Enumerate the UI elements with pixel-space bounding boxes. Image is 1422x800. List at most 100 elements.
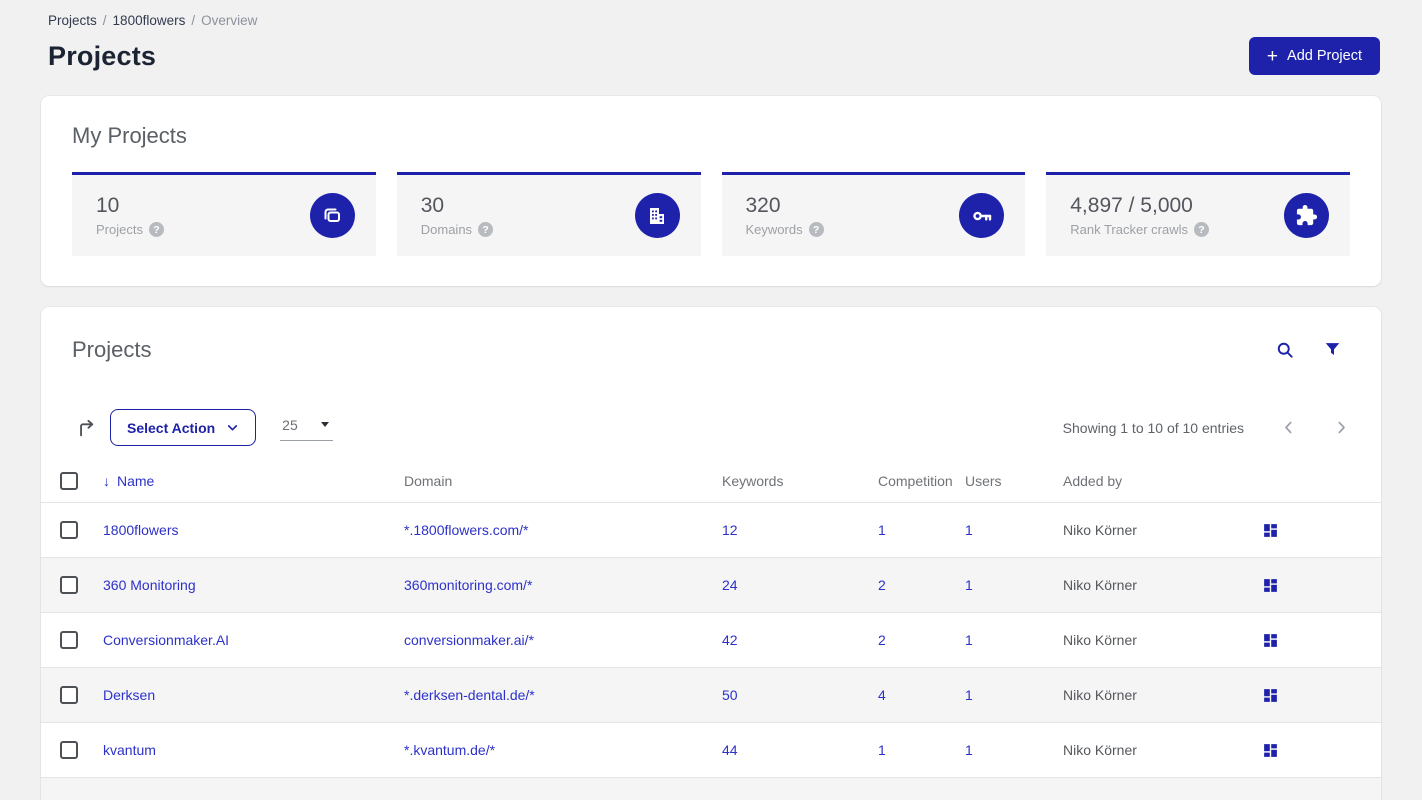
projects-count: 10 (96, 194, 120, 217)
dashboard-grid-icon[interactable] (1262, 522, 1381, 539)
breadcrumb-separator: / (102, 13, 107, 28)
column-header-keywords[interactable]: Keywords (722, 472, 784, 489)
projects-stack-icon (309, 193, 355, 238)
domains-count-label: Domains (420, 222, 473, 237)
breadcrumb: Projects / 1800flowers / Overview (48, 13, 1380, 28)
row-checkbox[interactable] (60, 521, 78, 539)
filter-icon[interactable] (1323, 340, 1342, 360)
key-icon (959, 193, 1005, 238)
stat-card-domains: 30 Domains ? (396, 172, 701, 256)
projects-table-panel: Projects Select Action (41, 307, 1381, 800)
stat-card-projects: 10 Projects ? (72, 172, 376, 256)
competition-count-link[interactable]: 2 (878, 632, 886, 648)
page-title: Projects (48, 40, 157, 71)
page-size-select[interactable]: 25 (280, 415, 334, 441)
keywords-count-link[interactable]: 50 (722, 687, 738, 703)
chevron-down-icon (228, 425, 238, 431)
keywords-count-label: Keywords (745, 222, 803, 237)
table-row: 1800flowers *.1800flowers.com/* 12 1 1 N… (41, 503, 1381, 558)
projects-count-label: Projects (96, 222, 143, 237)
add-project-label: Add Project (1287, 48, 1362, 64)
keywords-count-link[interactable]: 24 (722, 577, 738, 593)
breadcrumb-separator: / (191, 13, 196, 28)
add-project-button[interactable]: + Add Project (1248, 37, 1380, 75)
table-header-row: ↓ Name Domain Keywords Competition Users… (41, 459, 1381, 503)
next-page-icon[interactable] (1333, 419, 1350, 436)
select-action-label: Select Action (127, 419, 216, 436)
select-action-dropdown[interactable]: Select Action (110, 409, 257, 446)
stat-cards: 10 Projects ? 30 Domains ? (72, 172, 1350, 256)
breadcrumb-projects[interactable]: Projects (48, 13, 97, 28)
domains-count: 30 (420, 194, 445, 217)
column-header-added-by[interactable]: Added by (1063, 472, 1123, 489)
top-bar: Projects / 1800flowers / Overview Projec… (0, 0, 1422, 75)
users-count-link[interactable]: 1 (965, 522, 973, 538)
puzzle-icon (1284, 193, 1329, 238)
pagination-status: Showing 1 to 10 of 10 entries (1062, 419, 1244, 436)
previous-page-icon[interactable] (1280, 419, 1297, 436)
keywords-count-link[interactable]: 42 (722, 632, 738, 648)
keywords-count-link[interactable]: 44 (722, 742, 738, 758)
row-checkbox[interactable] (60, 686, 78, 704)
my-projects-panel: My Projects 10 Projects ? 30 Dom (41, 96, 1381, 286)
help-icon[interactable]: ? (808, 222, 824, 237)
help-icon[interactable]: ? (148, 222, 164, 237)
added-by-value: Niko Körner (1063, 632, 1137, 648)
dashboard-grid-icon[interactable] (1262, 577, 1381, 594)
breadcrumb-1800flowers[interactable]: 1800flowers (112, 13, 186, 28)
competition-count-link[interactable]: 4 (878, 687, 886, 703)
projects-table: ↓ Name Domain Keywords Competition Users… (41, 459, 1381, 800)
column-header-users[interactable]: Users (965, 472, 1002, 489)
caret-down-icon (321, 422, 330, 427)
dashboard-grid-icon[interactable] (1262, 632, 1381, 649)
added-by-value: Niko Körner (1063, 522, 1137, 538)
column-header-name[interactable]: ↓ Name (103, 472, 155, 489)
dashboard-grid-icon[interactable] (1262, 687, 1381, 704)
project-name-link[interactable]: Conversionmaker.AI (103, 632, 230, 648)
users-count-link[interactable]: 1 (965, 742, 973, 758)
project-domain-link[interactable]: *.derksen-dental.de/* (404, 687, 535, 703)
users-count-link[interactable]: 1 (965, 632, 973, 648)
page-size-value: 25 (282, 416, 298, 433)
project-domain-link[interactable]: 360monitoring.com/* (404, 577, 533, 593)
competition-count-link[interactable]: 2 (878, 577, 886, 593)
table-body: 1800flowers *.1800flowers.com/* 12 1 1 N… (41, 503, 1381, 800)
search-icon[interactable] (1275, 340, 1295, 360)
project-domain-link[interactable]: *.kvantum.de/* (404, 742, 496, 758)
competition-count-link[interactable]: 1 (878, 742, 886, 758)
project-domain-link[interactable]: conversionmaker.ai/* (404, 632, 534, 648)
dashboard-grid-icon[interactable] (1262, 742, 1381, 759)
stat-card-keywords: 320 Keywords ? (721, 172, 1026, 256)
users-count-link[interactable]: 1 (965, 577, 973, 593)
crawls-count: 4,897 / 5,000 (1070, 194, 1193, 217)
crawls-count-label: Rank Tracker crawls (1070, 222, 1188, 237)
help-icon[interactable]: ? (1194, 222, 1209, 237)
help-icon[interactable]: ? (478, 222, 494, 237)
my-projects-title: My Projects (72, 123, 187, 148)
users-count-link[interactable]: 1 (965, 687, 973, 703)
project-name-link[interactable]: Derksen (103, 687, 156, 703)
table-row: 360 Monitoring 360monitoring.com/* 24 2 … (41, 558, 1381, 613)
column-header-domain[interactable]: Domain (404, 472, 453, 489)
project-name-link[interactable]: kvantum (103, 742, 156, 758)
project-name-link[interactable]: 1800flowers (103, 522, 179, 538)
plus-icon: + (1266, 45, 1279, 67)
stat-card-crawls: 4,897 / 5,000 Rank Tracker crawls ? (1046, 172, 1350, 256)
row-checkbox[interactable] (60, 576, 78, 594)
keywords-count-link[interactable]: 12 (722, 522, 738, 538)
column-header-competition[interactable]: Competition (878, 472, 953, 489)
projects-panel-title: Projects (72, 337, 152, 362)
added-by-value: Niko Körner (1063, 687, 1137, 703)
select-all-checkbox[interactable] (60, 471, 78, 490)
row-checkbox[interactable] (60, 741, 78, 759)
competition-count-link[interactable]: 1 (878, 522, 886, 538)
table-row: Derksen *.derksen-dental.de/* 50 4 1 Nik… (41, 668, 1381, 723)
sort-descending-icon: ↓ (103, 472, 110, 489)
building-icon (634, 193, 680, 238)
table-row-partial (41, 778, 1381, 800)
export-arrow-icon[interactable] (76, 417, 98, 439)
row-checkbox[interactable] (60, 631, 78, 649)
table-row: Conversionmaker.AI conversionmaker.ai/* … (41, 613, 1381, 668)
project-name-link[interactable]: 360 Monitoring (103, 577, 196, 593)
project-domain-link[interactable]: *.1800flowers.com/* (404, 522, 529, 538)
